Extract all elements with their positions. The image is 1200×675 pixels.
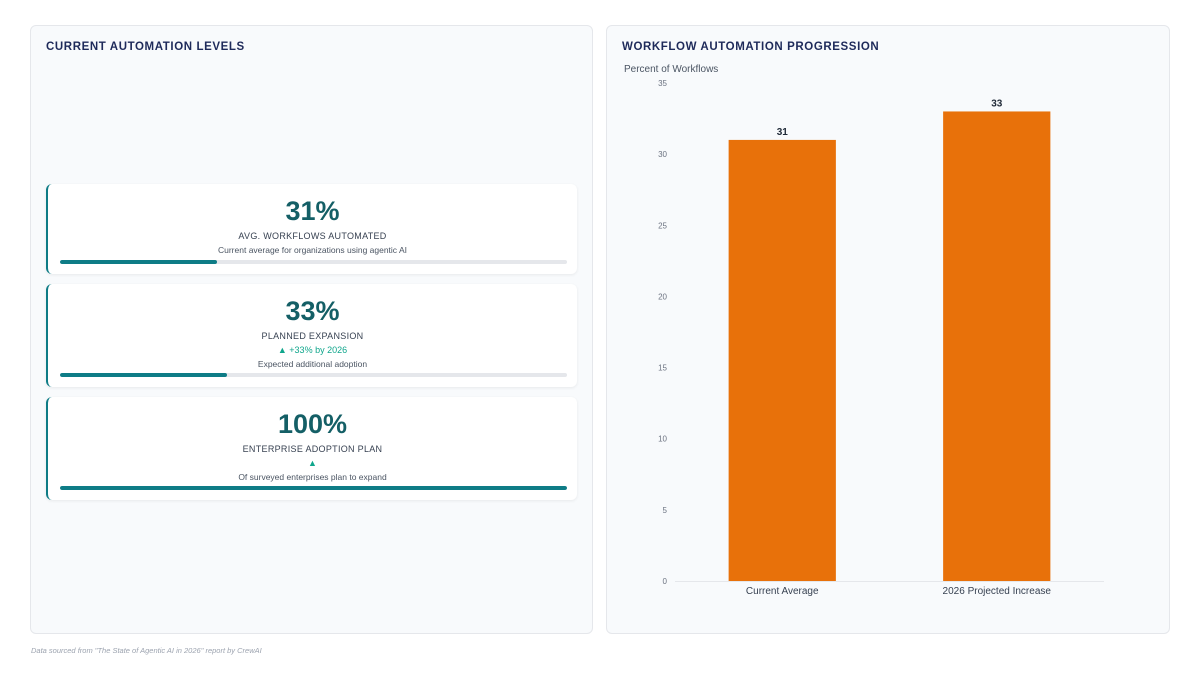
x-tick-label: 2026 Projected Increase [943, 586, 1052, 597]
stat-card-enterprise-adoption: 100% ENTERPRISE ADOPTION PLAN ▲ Of surve… [46, 397, 577, 500]
panel-title: CURRENT AUTOMATION LEVELS [46, 41, 245, 53]
bar-value-label: 31 [777, 127, 789, 138]
y-tick-label: 35 [658, 79, 667, 88]
bar [728, 139, 836, 581]
stat-label: PLANNED EXPANSION [261, 331, 364, 341]
progress-bar [60, 260, 567, 264]
stat-card-avg-workflows: 31% AVG. WORKFLOWS AUTOMATED Current ave… [46, 184, 577, 274]
stat-label: AVG. WORKFLOWS AUTOMATED [238, 231, 387, 241]
progress-fill [60, 260, 218, 264]
y-tick-label: 0 [663, 577, 668, 586]
y-axis-title: Percent of Workflows [624, 64, 718, 75]
bar-chart: Percent of Workflows 0 5 10 15 20 25 30 35 31 Curr… [624, 64, 1104, 597]
stat-change-indicator: ▲ [308, 458, 317, 468]
progress-fill [60, 486, 567, 490]
stat-value: 100% [277, 409, 348, 439]
current-automation-panel: CURRENT AUTOMATION LEVELS 31% AVG. WORKF… [30, 25, 593, 634]
y-tick-label: 5 [663, 506, 668, 515]
stat-change-indicator: ▲ +33% by 2026 [277, 345, 348, 355]
x-tick-label: Current Average [746, 586, 819, 597]
stat-description: Of surveyed enterprises plan to expand [238, 472, 387, 482]
y-tick-label: 30 [658, 150, 667, 159]
y-tick-label: 20 [658, 292, 667, 301]
y-tick-label: 25 [658, 221, 667, 230]
stat-description: Current average for organizations using … [217, 245, 407, 255]
bar [943, 111, 1051, 581]
progress-bar [60, 486, 567, 490]
y-tick-label: 15 [658, 364, 667, 373]
source-footnote: Data sourced from "The State of Agentic … [31, 646, 262, 655]
panel-title: WORKFLOW AUTOMATION PROGRESSION [622, 41, 880, 53]
y-tick-label: 10 [658, 435, 667, 444]
workflow-progression-panel: WORKFLOW AUTOMATION PROGRESSION Percent … [606, 25, 1170, 634]
progress-bar [60, 373, 567, 377]
stat-value: 31% [285, 196, 340, 226]
bar-value-label: 33 [991, 98, 1003, 109]
stat-value: 33% [285, 296, 340, 326]
stat-card-planned-expansion: 33% PLANNED EXPANSION ▲ +33% by 2026 Exp… [46, 284, 577, 387]
stat-label: ENTERPRISE ADOPTION PLAN [242, 444, 383, 454]
progress-fill [60, 373, 228, 377]
stat-description: Expected additional adoption [257, 359, 368, 369]
